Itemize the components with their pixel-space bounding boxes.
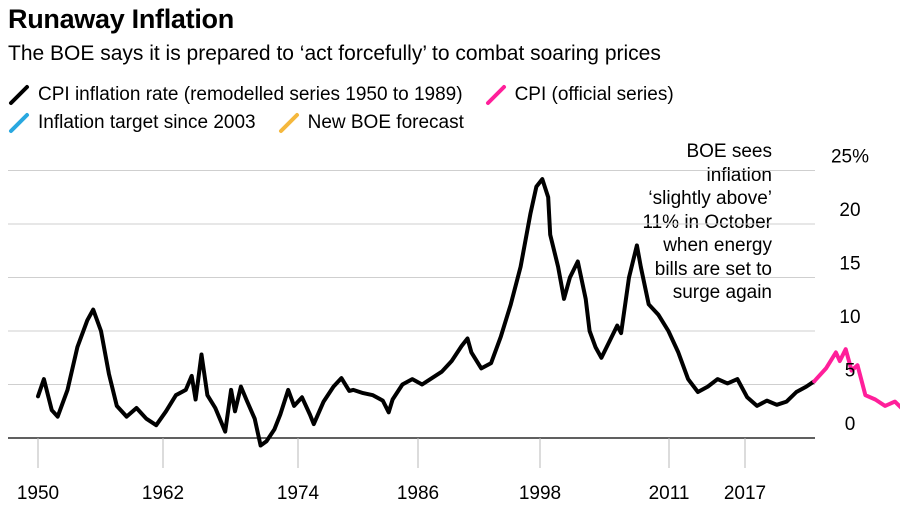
annotation-line: bills are set to [654,258,772,280]
x-tick-label: 1974 [277,483,320,504]
annotation-line: surge again [672,282,772,303]
legend-swatch-orange [278,113,299,133]
legend-swatch-pink [485,85,506,105]
legend-item-boe-forecast: New BOE forecast [278,112,464,134]
legend-swatch-black [9,85,29,105]
annotation-line: ‘slightly above’ [648,188,772,209]
y-tick-label: 5 [845,361,856,382]
x-tick-label: 1986 [397,483,439,504]
x-tick-label: 2011 [649,483,690,504]
annotation-line: when energy [663,235,772,256]
y-tick-label: 25% [831,147,869,168]
grid [8,170,815,439]
x-tick-label: 2017 [724,483,766,504]
forecast-annotation: BOE sees inflation ‘slightly above’ 11% … [582,140,772,305]
legend-label: CPI (official series) [514,84,674,105]
y-tick-label: 15 [839,254,860,275]
series-line-cpi-remodelled [36,177,817,448]
legend-item-inflation-target: Inflation target since 2003 [8,112,256,134]
chart-subtitle: The BOE says it is prepared to ‘act forc… [8,42,661,65]
chart-title: Runaway Inflation [8,4,234,34]
annotation-line: 11% in October [642,211,772,233]
annotation-line: BOE sees [686,141,772,162]
annotation-line: inflation [706,164,773,186]
y-axis: 0 5 10 15 20 25% [831,147,869,436]
legend-item-cpi-remodelled: CPI inflation rate (remodelled series 19… [8,84,463,106]
x-tick-label: 1950 [17,483,59,504]
y-tick-label: 20 [839,200,860,221]
legend-label: CPI inflation rate (remodelled series 19… [38,84,463,105]
legend-item-cpi-official: CPI (official series) [485,84,674,106]
legend-row-2: Inflation target since 2003 New BOE fore… [8,112,486,134]
x-tick-label: 1962 [142,483,184,504]
y-tick-label: 10 [839,307,860,328]
series-line-cpi-official [812,347,900,410]
x-tick-label: 1998 [519,483,561,504]
legend-label: Inflation target since 2003 [38,112,256,133]
x-axis: 1950 1962 1974 1986 1998 2011 2017 [17,438,766,504]
legend-label: New BOE forecast [307,112,464,133]
legend-swatch-blue [9,113,29,133]
legend-row-1: CPI inflation rate (remodelled series 19… [8,84,696,106]
y-tick-label: 0 [845,414,856,435]
series-layer [36,177,900,448]
